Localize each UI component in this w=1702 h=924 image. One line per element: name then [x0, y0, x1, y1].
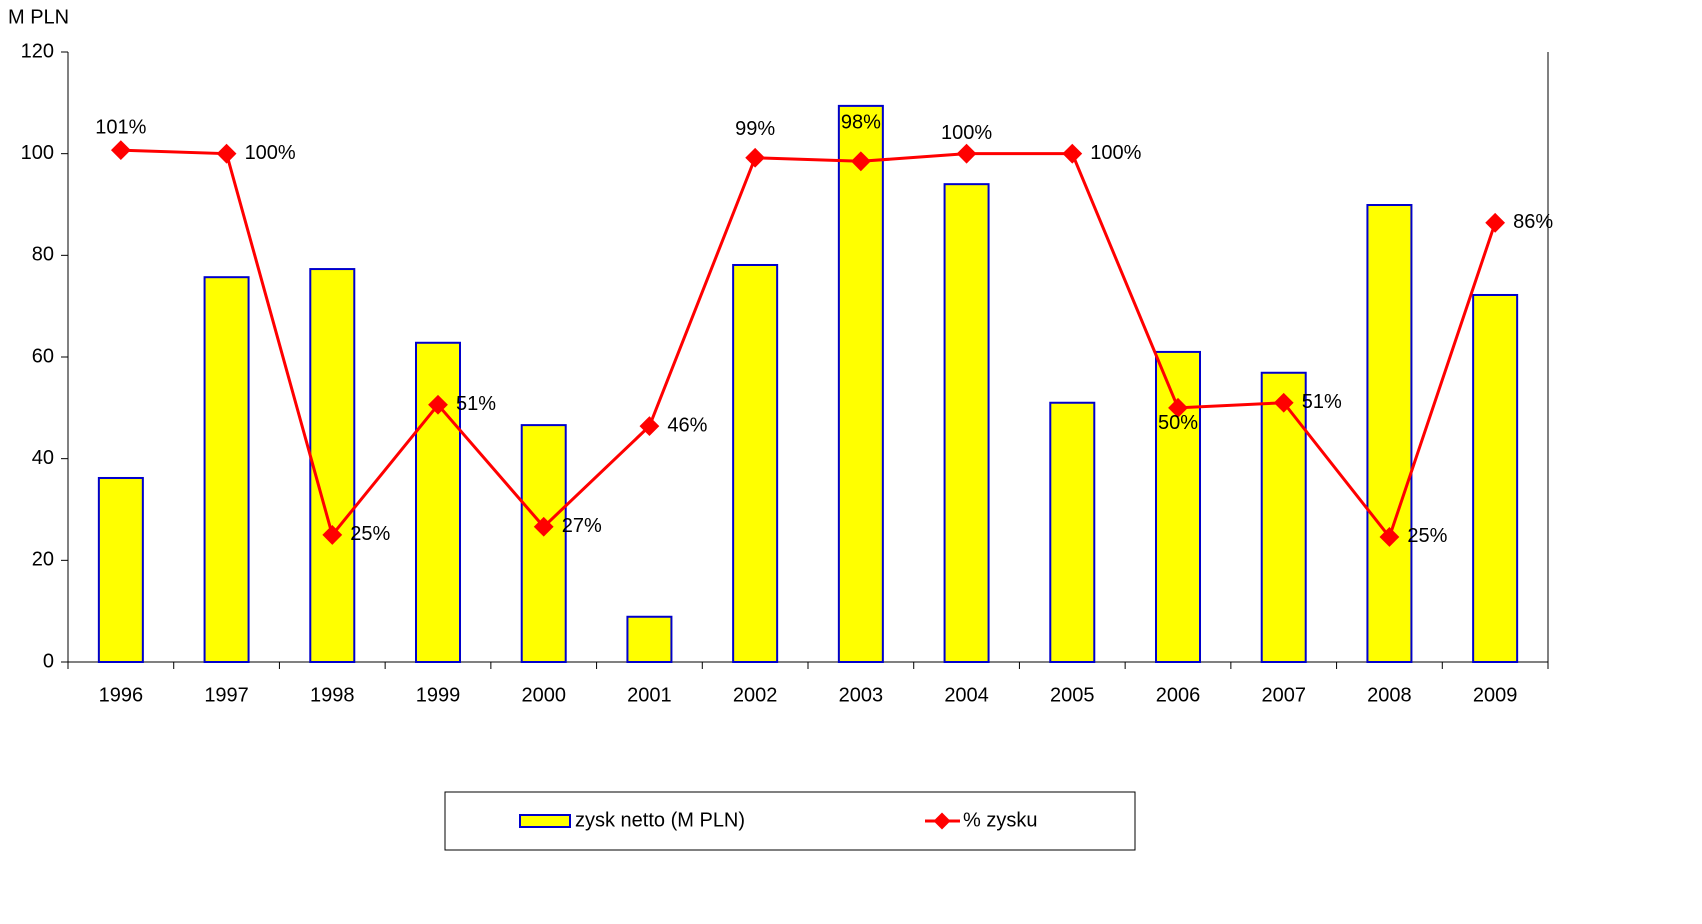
- bar: [1366, 204, 1413, 663]
- y-tick-label: 100: [21, 142, 54, 164]
- data-label: 27%: [562, 515, 602, 537]
- y-tick-label: 80: [32, 244, 54, 266]
- legend-label: % zysku: [963, 809, 1037, 831]
- x-tick-label: 2006: [1156, 684, 1201, 706]
- marker: [745, 147, 766, 168]
- bar: [837, 104, 884, 663]
- x-tick-label: 2000: [521, 684, 566, 706]
- bar: [415, 341, 461, 663]
- bar: [1049, 401, 1096, 663]
- data-label: 25%: [350, 523, 390, 545]
- legend-label: zysk netto (M PLN): [575, 809, 745, 831]
- bar: [626, 615, 673, 664]
- bar: [309, 268, 356, 663]
- x-tick-label: 1997: [204, 684, 249, 706]
- x-tick-label: 2007: [1261, 684, 1306, 706]
- y-tick-label: 40: [32, 447, 54, 469]
- marker: [1379, 527, 1400, 547]
- x-tick-label: 1998: [310, 684, 355, 706]
- x-tick-label: 1999: [416, 684, 461, 706]
- data-label: 100%: [1090, 142, 1141, 164]
- marker: [1273, 392, 1294, 413]
- x-tick-label: 2004: [944, 684, 989, 706]
- data-label: 50%: [1158, 412, 1198, 434]
- marker: [1168, 397, 1188, 418]
- y-tick-label: 120: [21, 40, 54, 62]
- y-tick-label: 60: [32, 345, 54, 367]
- marker: [428, 394, 448, 415]
- data-label: 51%: [456, 393, 496, 415]
- data-label: 25%: [1407, 525, 1447, 547]
- data-label: 98%: [841, 112, 881, 134]
- marker: [322, 525, 343, 545]
- legend-marker: [933, 812, 951, 830]
- bar: [732, 263, 779, 663]
- x-tick-label: 2002: [733, 684, 778, 706]
- x-tick-label: 1996: [99, 684, 144, 706]
- marker: [216, 143, 237, 164]
- marker: [639, 416, 660, 437]
- bar: [943, 183, 990, 664]
- marker: [533, 516, 554, 537]
- bar: [203, 276, 250, 663]
- marker: [1062, 143, 1083, 164]
- data-label: 51%: [1302, 391, 1342, 413]
- line: [120, 148, 1497, 541]
- x-tick-label: 2009: [1473, 684, 1518, 706]
- marker: [110, 140, 131, 161]
- y-tick-label: 20: [32, 549, 54, 571]
- data-label: 46%: [667, 414, 707, 436]
- x-tick-label: 2001: [627, 684, 672, 706]
- data-label: 86%: [1513, 211, 1553, 233]
- marker: [956, 143, 977, 164]
- x-tick-label: 2003: [839, 684, 884, 706]
- data-label: 100%: [245, 142, 296, 164]
- legend-swatch: [519, 814, 571, 828]
- x-tick-label: 2008: [1367, 684, 1412, 706]
- bar: [520, 424, 567, 663]
- data-label: 100%: [941, 122, 992, 144]
- y-tick-label: 0: [43, 650, 54, 672]
- x-tick-label: 2005: [1050, 684, 1095, 706]
- bar: [1472, 293, 1519, 663]
- data-label: 99%: [735, 118, 775, 140]
- data-label: 101%: [95, 116, 146, 138]
- bar: [1260, 371, 1307, 663]
- y-axis-label: M PLN: [8, 6, 69, 28]
- marker: [1485, 212, 1506, 233]
- bar: [97, 476, 144, 663]
